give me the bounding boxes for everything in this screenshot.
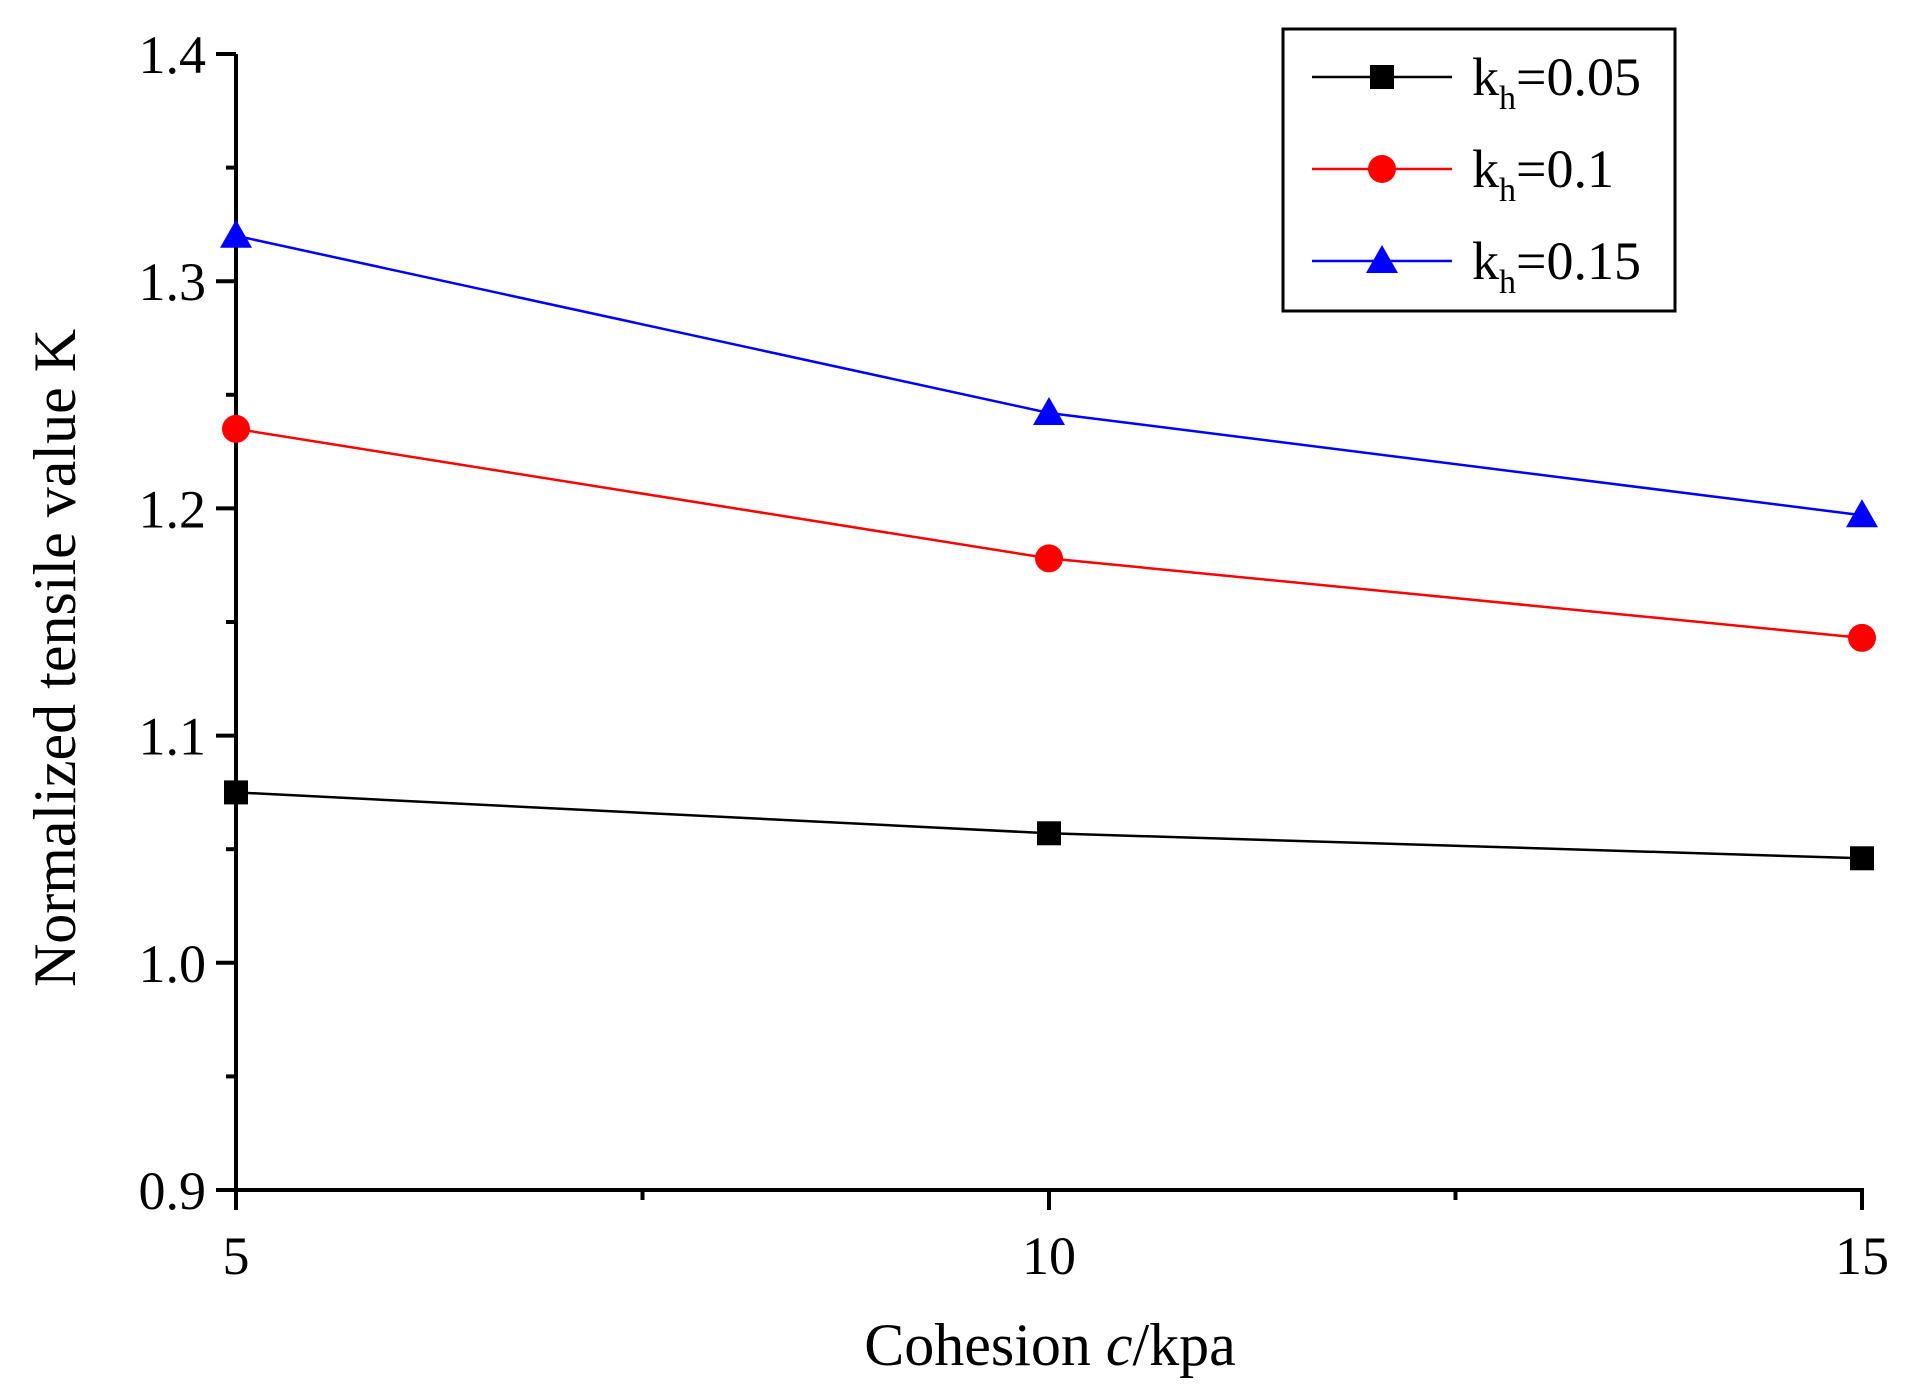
data-point [1035, 544, 1063, 573]
data-point [1848, 623, 1876, 652]
x-axis-title: Cohesion c/kpa [864, 1312, 1236, 1378]
series-line [235, 427, 1863, 640]
y-tick-label: 1.4 [139, 25, 207, 85]
data-point [224, 780, 248, 805]
y-tick-label: 1.0 [139, 934, 207, 994]
series-triangle [220, 219, 1878, 528]
legend-label: kh=0.1 [1472, 139, 1614, 209]
y-tick-label: 0.9 [139, 1161, 207, 1221]
legend-label: kh=0.05 [1472, 47, 1641, 117]
y-tick-label: 1.1 [139, 707, 207, 767]
series-circle [222, 414, 1876, 652]
legend-marker [1366, 245, 1398, 273]
y-tick-label: 1.2 [139, 479, 207, 539]
legend-label: kh=0.15 [1472, 231, 1641, 301]
data-point [1850, 846, 1874, 871]
data-point [1037, 821, 1061, 846]
y-tick-label: 1.3 [139, 252, 207, 312]
x-tick-label: 10 [1022, 1226, 1076, 1286]
data-point [220, 219, 252, 248]
axes: 0.9 1.0 1.1 1.2 1.3 1.4 5 10 15 [139, 25, 1890, 1286]
legend: kh=0.05 kh=0.1 kh=0.15 [1281, 27, 1677, 313]
y-axis-title: Normalized tensile value K [22, 329, 88, 987]
x-tick-label: 5 [223, 1226, 250, 1286]
data-point [1033, 396, 1065, 425]
x-tick-label: 15 [1835, 1226, 1889, 1286]
data-point [1846, 499, 1878, 528]
legend-marker [1370, 65, 1394, 89]
series-square [224, 780, 1874, 871]
series-layer [220, 219, 1878, 871]
data-point [222, 414, 250, 443]
legend-marker [1368, 155, 1396, 183]
